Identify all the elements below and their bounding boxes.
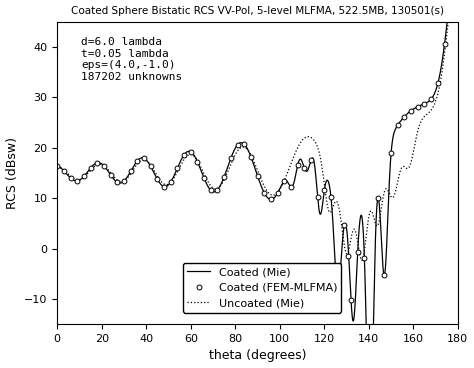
Title: Coated Sphere Bistatic RCS VV-Pol, 5-level MLFMA, 522.5MB, 130501(s): Coated Sphere Bistatic RCS VV-Pol, 5-lev…: [71, 6, 444, 15]
Coated (Mie): [304, 169, 310, 174]
Line: Uncoated (Mie): Uncoated (Mie): [57, 0, 458, 261]
X-axis label: theta (degrees): theta (degrees): [209, 350, 306, 362]
Uncoated (Mie): [297, 142, 302, 146]
Line: Coated (Mie): Coated (Mie): [57, 0, 458, 368]
Coated (Mie): [166, 182, 172, 187]
Coated (FEM-MLFMA): [135, 159, 140, 163]
Coated (FEM-MLFMA): [195, 160, 201, 164]
Uncoated (Mie): [140, 158, 146, 162]
Text: d=6.0 lambda
t=0.05 lambda
eps=(4.0,-1.0)
187202 unknowns: d=6.0 lambda t=0.05 lambda eps=(4.0,-1.0…: [81, 37, 182, 82]
Coated (Mie): [297, 158, 302, 162]
Coated (Mie): [55, 164, 60, 168]
Y-axis label: RCS (dBsw): RCS (dBsw): [6, 137, 18, 209]
Coated (FEM-MLFMA): [148, 164, 154, 169]
Line: Coated (FEM-MLFMA): Coated (FEM-MLFMA): [55, 0, 460, 368]
Coated (Mie): [140, 156, 146, 160]
Coated (FEM-MLFMA): [408, 108, 414, 113]
Uncoated (Mie): [166, 181, 172, 186]
Uncoated (Mie): [55, 164, 60, 169]
Uncoated (Mie): [359, 258, 365, 263]
Uncoated (Mie): [417, 122, 423, 126]
Coated (FEM-MLFMA): [295, 163, 301, 168]
Coated (FEM-MLFMA): [268, 197, 274, 202]
Legend: Coated (Mie), Coated (FEM-MLFMA), Uncoated (Mie): Coated (Mie), Coated (FEM-MLFMA), Uncoat…: [183, 262, 341, 312]
Coated (Mie): [417, 103, 423, 108]
Uncoated (Mie): [304, 135, 310, 139]
Coated (FEM-MLFMA): [55, 164, 60, 168]
